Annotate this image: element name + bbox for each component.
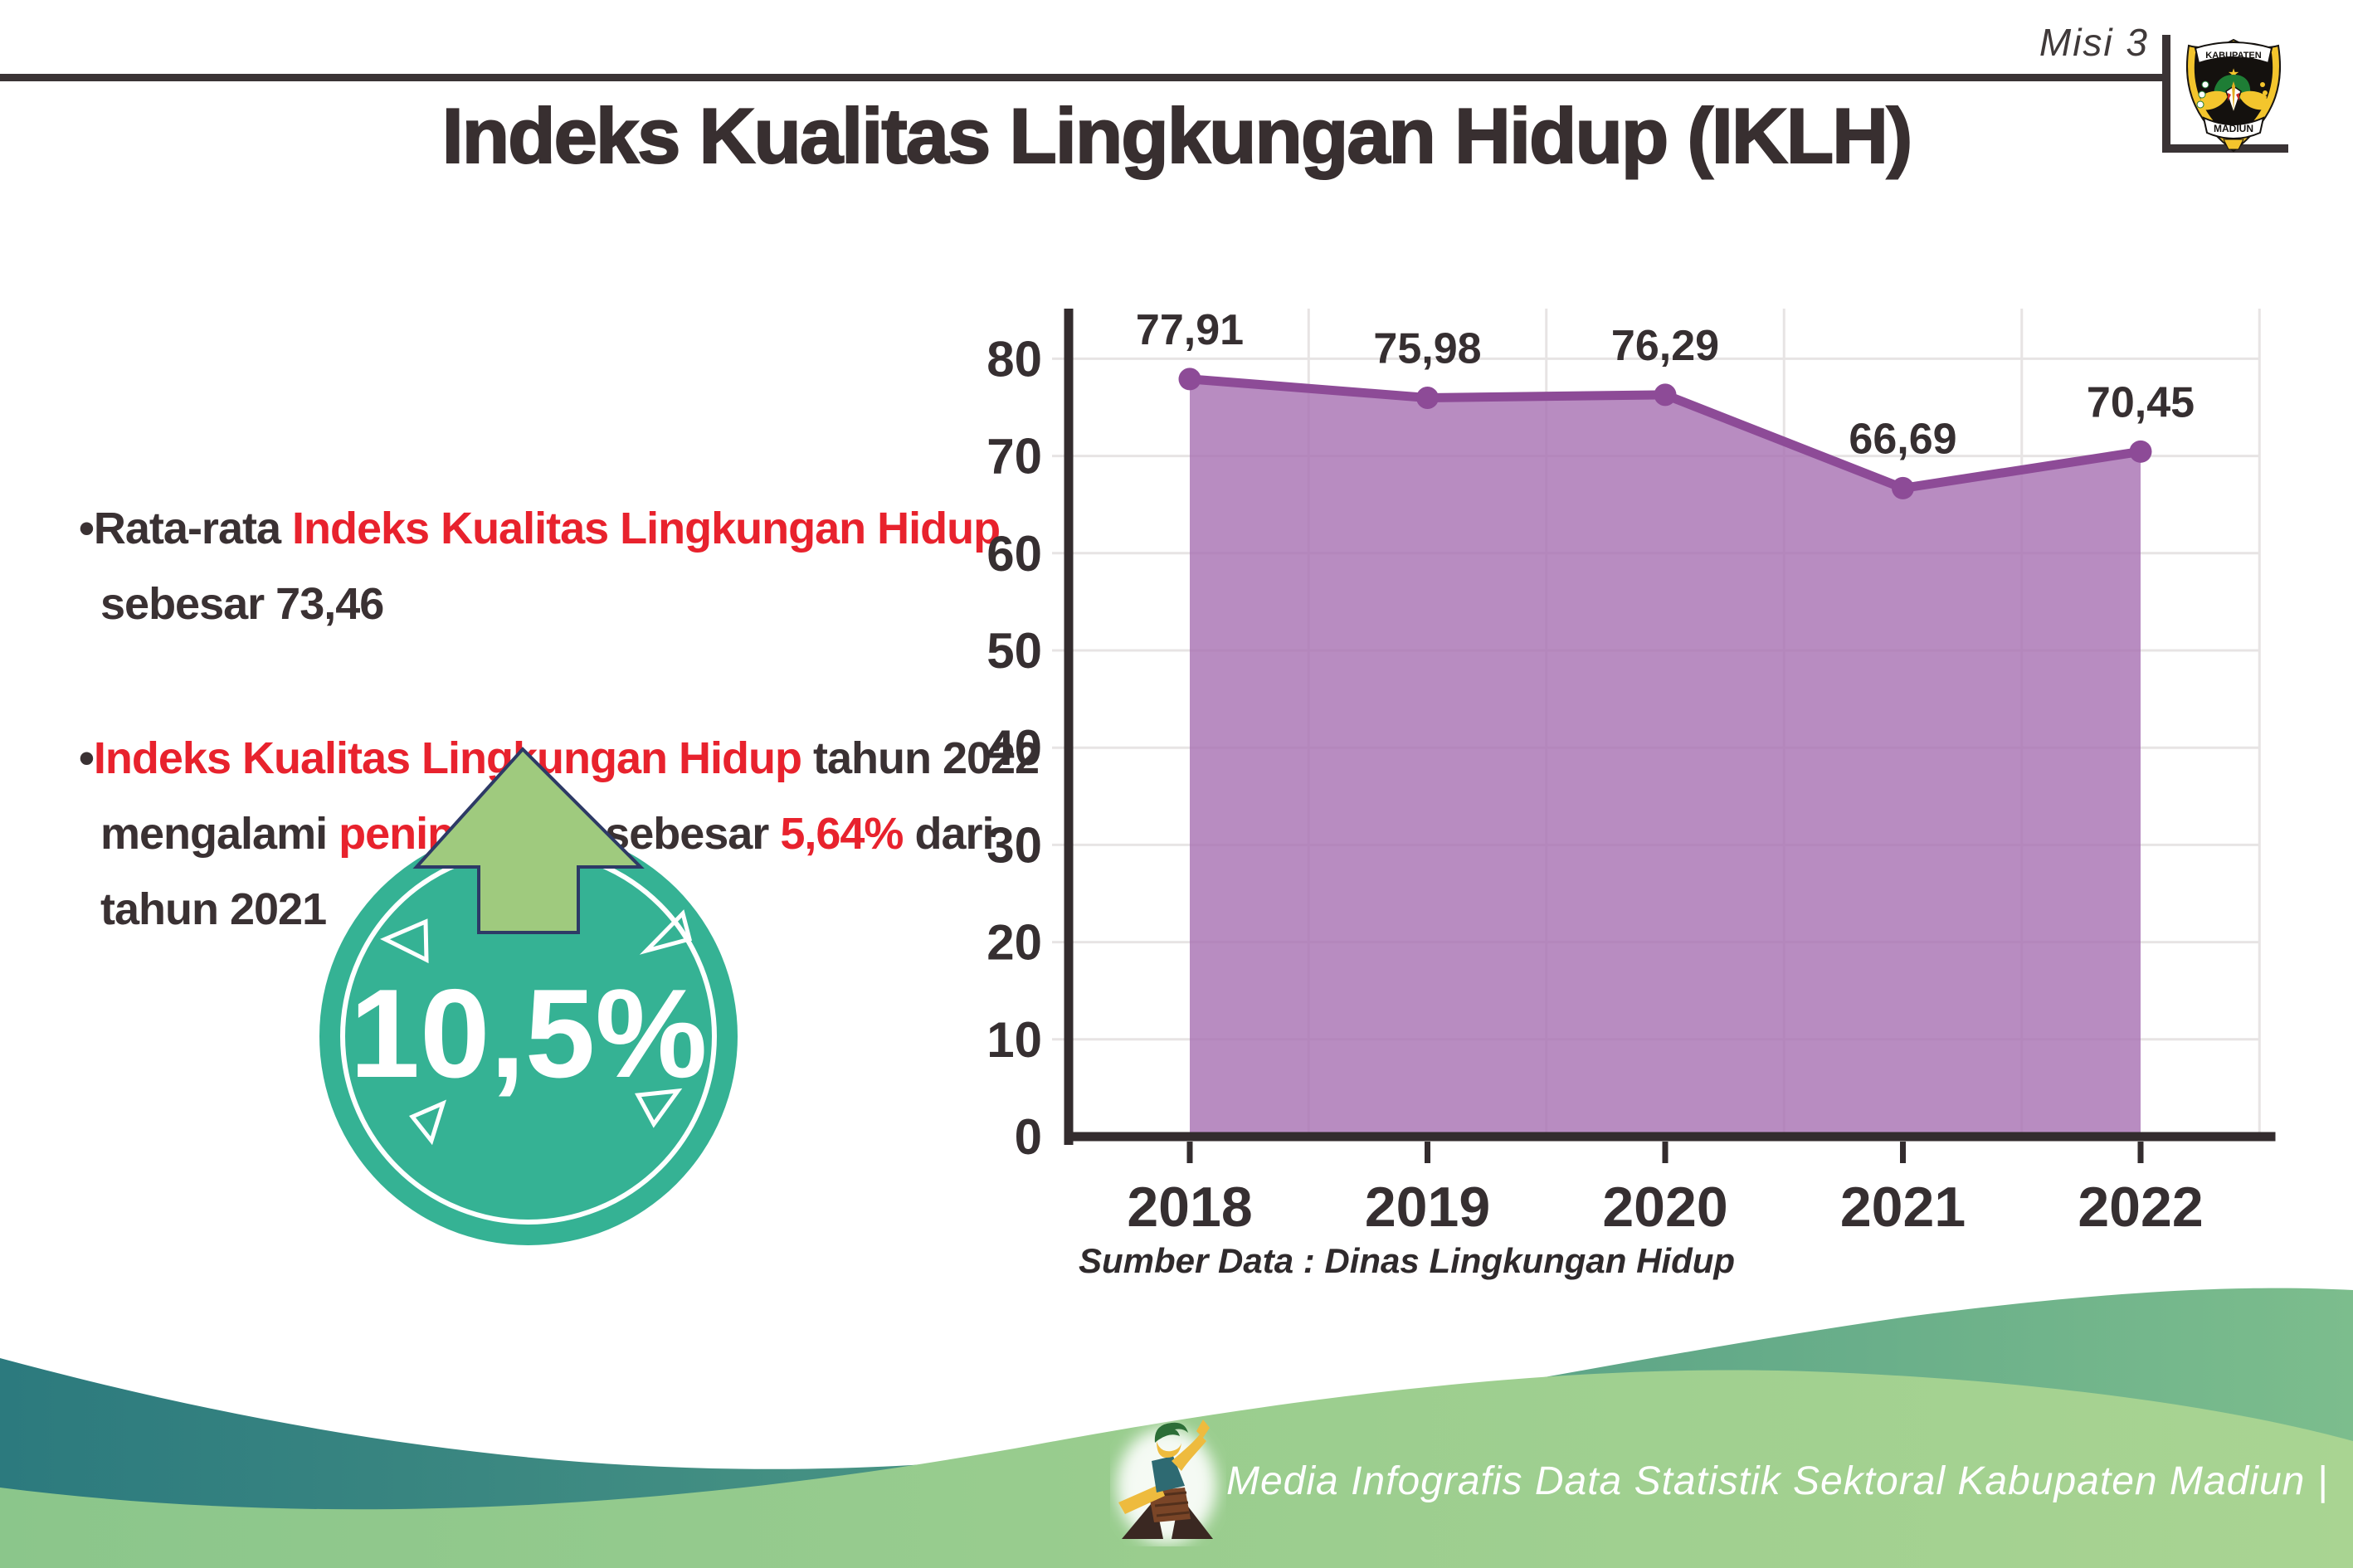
- y-tick-label: 10: [987, 1012, 1042, 1068]
- source-note: Sumber Data : Dinas Lingkungan Hidup: [1079, 1241, 1736, 1280]
- logo-right-wing: [2239, 90, 2267, 110]
- logo-cotton: [2201, 80, 2209, 89]
- logo-bottom-banner: [2202, 116, 2265, 139]
- bullet2-highlight3: 5,64%: [780, 809, 904, 859]
- mascot-left-sash: [1118, 1484, 1165, 1514]
- mascot-hand: [1196, 1419, 1210, 1438]
- y-tick-label: 70: [987, 429, 1042, 485]
- x-tick-label: 2020: [1602, 1176, 1727, 1232]
- x-tick-label: 2022: [2078, 1176, 2203, 1232]
- logo-keris: [2232, 81, 2235, 111]
- x-axis: [1064, 1132, 2276, 1142]
- dancer-mascot-icon: [1117, 1419, 1216, 1544]
- bullet2-line3: tahun 2021: [100, 884, 327, 934]
- y-tick-label: 50: [987, 623, 1042, 679]
- badge-spark-icon: [639, 909, 693, 955]
- data-point-label: 66,69: [1849, 415, 1956, 463]
- data-point: [1416, 387, 1439, 410]
- badge-spark-icon: [409, 1099, 447, 1146]
- badge-value: 10,5%: [350, 963, 708, 1104]
- y-tick-label: 40: [987, 720, 1042, 776]
- bullet-average-iklh: •Rata-rata Indeks Kualitas Lingkungan Hi…: [79, 491, 1124, 641]
- x-tick-label: 2021: [1840, 1176, 1966, 1232]
- logo-frame-vertical: [2162, 35, 2170, 153]
- iklh-area-chart: 0 10 20 30 40 50 60 70 80 77,91 75,98 76,29 66,69 70,…: [987, 306, 2276, 1232]
- data-point: [1654, 383, 1677, 407]
- logo-rice: [2263, 90, 2268, 95]
- mascot-headdress: [1154, 1422, 1188, 1443]
- area-fill: [1190, 378, 2141, 1137]
- logo-left-wing: [2200, 90, 2229, 110]
- logo-bottom-banner-text: MADIUN: [2214, 123, 2253, 134]
- x-tick-label: 2019: [1365, 1176, 1490, 1232]
- bullet2-l2b: sebesar: [593, 809, 781, 859]
- logo-red-left: [2228, 93, 2231, 101]
- increase-badge: 10,5%: [319, 747, 738, 1245]
- bullet2-l2a: mengalami: [100, 809, 339, 859]
- y-tick-label: 80: [987, 331, 1042, 387]
- logo-top-banner-text: KABUPATEN: [2205, 51, 2261, 61]
- data-point-label: 75,98: [1373, 325, 1481, 373]
- bullet2-l2c: dari: [903, 809, 994, 859]
- logo-cotton: [2198, 90, 2206, 99]
- badge-spark-icon: [635, 1088, 683, 1128]
- bullet-mark: •: [79, 733, 95, 784]
- logo-red-right: [2236, 93, 2239, 101]
- badge-spark-icon: [380, 918, 429, 964]
- data-point: [1892, 476, 1914, 499]
- data-point-label: 70,45: [2087, 378, 2195, 426]
- kabupaten-madiun-logo-icon: KABUPATEN ★ MADIUN: [2185, 38, 2282, 153]
- header-rule: [0, 74, 2162, 81]
- bullet-increase-2022: •Indeks Kualitas Lingkungan Hidup tahun …: [79, 721, 1124, 947]
- page-title: Indeks Kualitas Lingkungan Hidup (IKLH): [441, 91, 1914, 180]
- data-point: [2129, 440, 2152, 463]
- data-point-label: 77,91: [1136, 306, 1244, 354]
- y-tick-label: 20: [987, 915, 1042, 971]
- logo-top-banner: [2194, 41, 2273, 65]
- y-tick-label: 60: [987, 526, 1042, 582]
- mascot-face: [1157, 1441, 1181, 1458]
- logo-cotton: [2196, 100, 2204, 109]
- logo-base-ornament: [2223, 139, 2244, 150]
- x-tick-label: 2018: [1127, 1176, 1252, 1232]
- bullet1-highlight: Indeks Kualitas Lingkungan Hidup: [292, 504, 1001, 553]
- logo-frame-horizontal: [2162, 144, 2288, 153]
- bullet2-post1: tahun 2022: [801, 733, 1040, 784]
- logo-rice: [2264, 99, 2269, 104]
- footer-caption: Media Infografis Data Statistik Sektoral…: [1226, 1459, 2329, 1503]
- data-point: [1178, 368, 1201, 391]
- mascot-right-arm: [1172, 1434, 1206, 1471]
- bullet-mark: •: [79, 504, 95, 553]
- y-tick-label: 0: [1015, 1109, 1042, 1165]
- bullet2-highlight1: Indeks Kualitas Lingkungan Hidup: [93, 733, 802, 784]
- up-arrow-icon: [412, 747, 645, 934]
- bullet1-line2: sebesar 73,46: [100, 578, 384, 629]
- y-tick-label: 30: [987, 817, 1042, 873]
- misi-label: Misi 3: [2039, 21, 2149, 64]
- bullet-list: •Rata-rata Indeks Kualitas Lingkungan Hi…: [79, 491, 1124, 1027]
- data-point-label: 76,29: [1611, 322, 1719, 370]
- logo-rice: [2260, 82, 2265, 87]
- bullet1-pre: Rata-rata: [93, 504, 292, 553]
- y-axis: [1064, 309, 1074, 1145]
